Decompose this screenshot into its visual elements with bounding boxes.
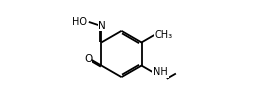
Text: HO: HO <box>72 17 87 27</box>
Text: CH₃: CH₃ <box>155 30 173 40</box>
Text: NH: NH <box>153 67 168 77</box>
Text: N: N <box>98 21 106 31</box>
Text: O: O <box>84 54 92 64</box>
